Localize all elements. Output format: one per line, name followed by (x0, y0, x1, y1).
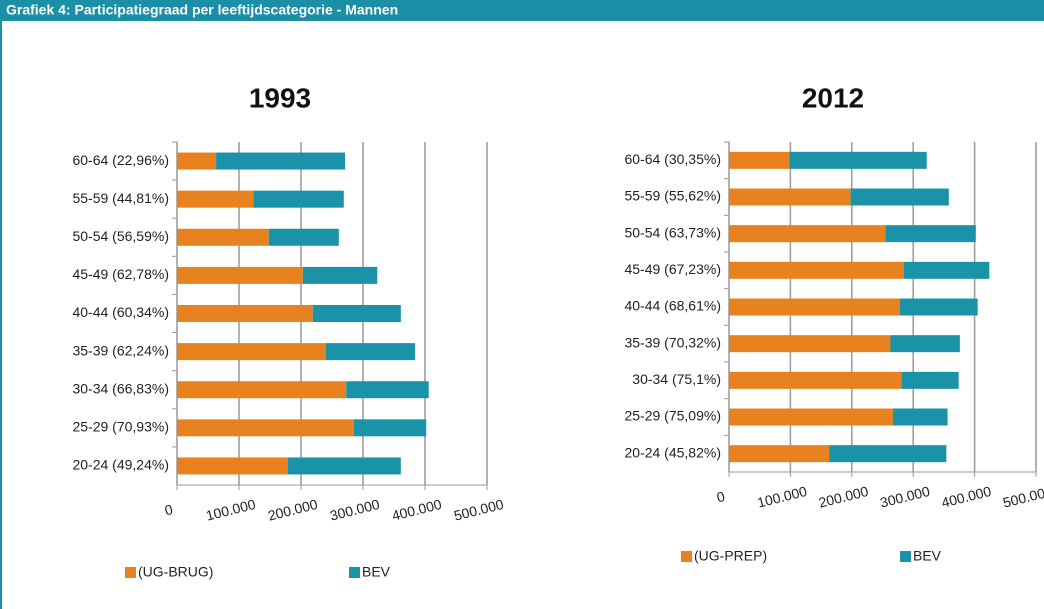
legend-swatch (349, 567, 360, 578)
bar-segment (729, 445, 830, 463)
bar-segment (177, 305, 313, 322)
bar-segment (901, 371, 959, 389)
bar-segment (177, 152, 217, 170)
y-tick-label: 35-39 (70,32%) (624, 334, 721, 350)
x-tick-label: 0 (715, 488, 727, 505)
chart-title: 1993 (249, 82, 311, 113)
y-tick-label: 60-64 (22,96%) (72, 152, 169, 168)
bar-segment (312, 305, 401, 322)
y-tick-label: 40-44 (60,34%) (72, 304, 169, 320)
left-border (0, 0, 2, 609)
legend-swatch (900, 551, 911, 562)
y-tick-label: 20-24 (49,24%) (72, 457, 169, 473)
legend-label: (UG-BRUG) (138, 564, 213, 580)
bar-segment (729, 408, 893, 426)
header-bar (0, 0, 1044, 21)
x-tick-label: 0 (163, 501, 175, 518)
bar-segment (729, 225, 886, 243)
bar-segment (177, 266, 303, 284)
legend-swatch (125, 567, 136, 578)
chart-title: 2012 (802, 82, 864, 113)
bar-segment (253, 190, 344, 208)
bar-segment (177, 457, 288, 475)
bar-segment (177, 343, 326, 361)
bar-segment (353, 419, 427, 437)
y-tick-label: 50-54 (63,73%) (624, 224, 721, 240)
bar-segment (850, 188, 949, 206)
y-tick-label: 60-64 (30,35%) (624, 151, 721, 167)
y-tick-label: 25-29 (75,09%) (624, 408, 721, 424)
bar-segment (177, 190, 254, 208)
bar-segment (903, 261, 990, 279)
y-tick-label: 25-29 (70,93%) (72, 419, 169, 435)
y-tick-label: 40-44 (68,61%) (624, 298, 721, 314)
legend-label: (UG-PREP) (694, 548, 767, 564)
bar-segment (890, 335, 960, 353)
y-tick-label: 30-34 (75,1%) (632, 371, 721, 387)
bar-segment (729, 335, 891, 353)
bar-segment (287, 457, 401, 475)
bar-segment (899, 298, 978, 316)
bar-segment (729, 151, 790, 169)
y-tick-label: 30-34 (66,83%) (72, 380, 169, 396)
y-tick-label: 55-59 (55,62%) (624, 188, 721, 204)
bar-segment (346, 381, 429, 399)
bar-segment (177, 419, 354, 437)
header-title: Grafiek 4: Participatiegraad per leeftij… (6, 2, 398, 18)
y-tick-label: 55-59 (44,81%) (72, 190, 169, 206)
y-tick-label: 50-54 (56,59%) (72, 228, 169, 244)
bar-segment (302, 266, 378, 284)
bar-segment (268, 228, 339, 246)
y-tick-label: 45-49 (62,78%) (72, 266, 169, 282)
legend-label: BEV (913, 548, 942, 564)
bar-segment (729, 371, 902, 389)
bar-segment (789, 151, 927, 169)
y-tick-label: 35-39 (62,24%) (72, 342, 169, 358)
bar-segment (177, 228, 269, 246)
legend-swatch (681, 551, 692, 562)
bar-segment (729, 261, 904, 279)
legend-label: BEV (362, 564, 391, 580)
bar-segment (729, 188, 851, 206)
bar-segment (177, 381, 347, 399)
bar-segment (885, 225, 976, 243)
bar-segment (729, 298, 900, 316)
bar-segment (892, 408, 948, 426)
bar-segment (325, 343, 416, 361)
y-tick-label: 45-49 (67,23%) (624, 261, 721, 277)
bar-segment (216, 152, 346, 170)
y-tick-label: 20-24 (45,82%) (624, 444, 721, 460)
bar-segment (829, 445, 947, 463)
